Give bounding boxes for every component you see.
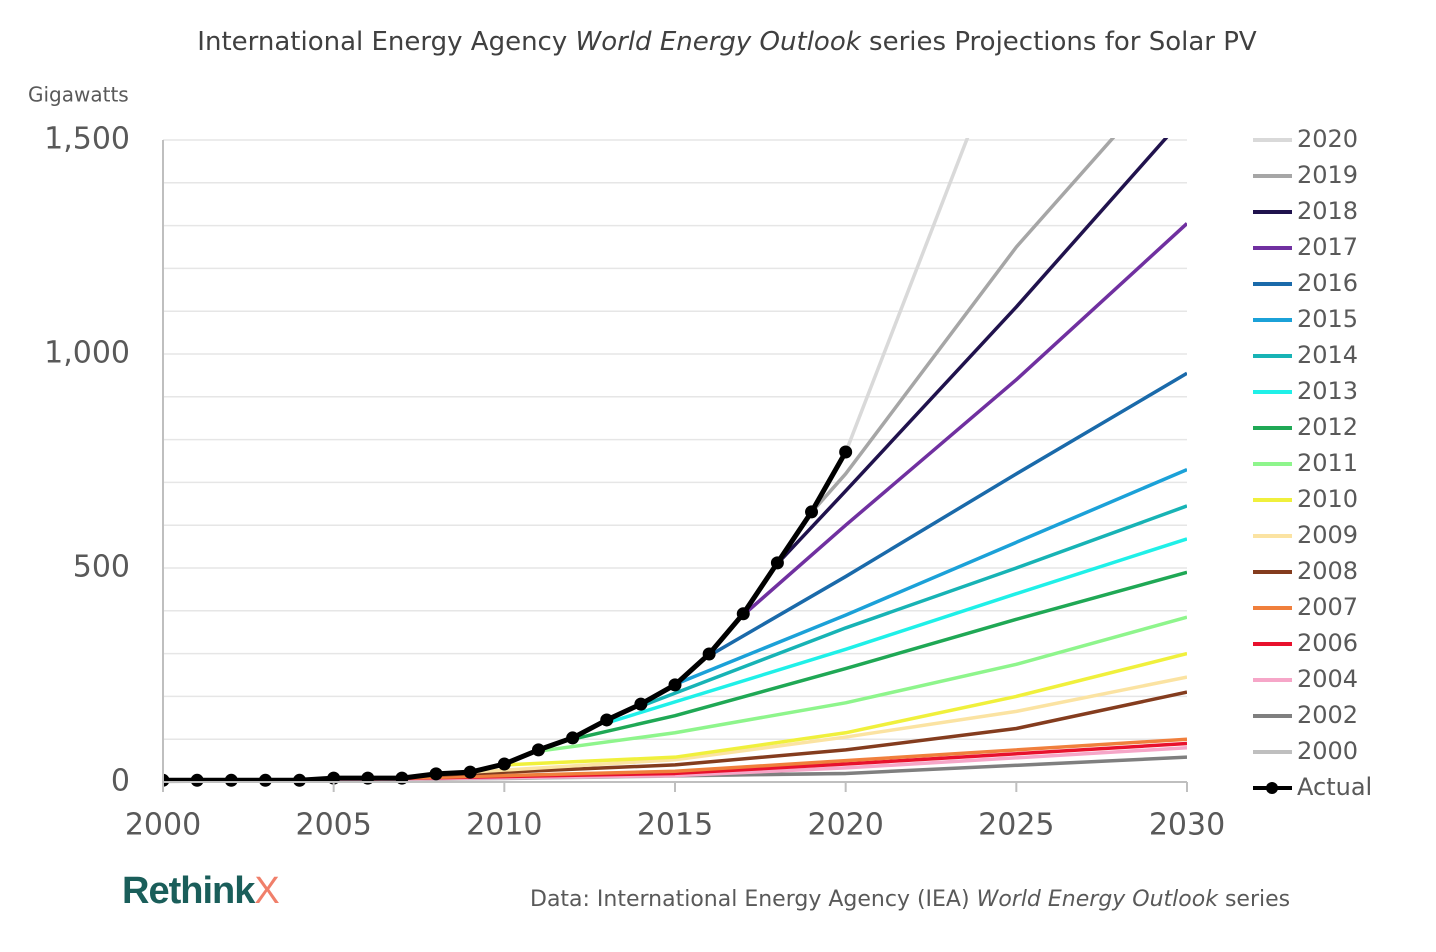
x-tick-label: 2015 xyxy=(637,808,713,843)
legend-label: Actual xyxy=(1297,773,1372,801)
source-part: World Energy Outlook xyxy=(977,887,1220,912)
series-line xyxy=(572,570,1187,741)
series-line xyxy=(810,138,1116,514)
data-point xyxy=(224,773,238,787)
series-line xyxy=(674,467,1187,687)
series-line xyxy=(640,504,1187,708)
legend-label: 2016 xyxy=(1297,269,1358,297)
legend-label: 2011 xyxy=(1297,449,1358,477)
legend-label: 2014 xyxy=(1297,341,1358,369)
data-point xyxy=(531,743,545,757)
y-tick-label: 1,500 xyxy=(44,122,130,157)
legend-label: 2006 xyxy=(1297,629,1358,657)
data-point xyxy=(600,713,614,727)
source-part: series xyxy=(1218,887,1290,912)
y-tick-label: 1,000 xyxy=(44,336,130,371)
legend-label: 2000 xyxy=(1297,737,1358,765)
legend-label: 2019 xyxy=(1297,161,1358,189)
series-line xyxy=(538,615,1187,753)
legend-label: 2007 xyxy=(1297,593,1358,621)
data-point xyxy=(163,773,170,787)
legend-label: 2013 xyxy=(1297,377,1358,405)
data-point xyxy=(566,731,580,745)
legend-label: 2020 xyxy=(1297,125,1358,153)
legend-label: 2002 xyxy=(1297,701,1358,729)
axes: 0 500 1,000 1,500 2000 2005 2010 2015 2020 2025 20… xyxy=(44,122,1372,843)
title-part: International Energy Agency xyxy=(197,27,575,57)
legend-label: 2015 xyxy=(1297,305,1358,333)
data-point xyxy=(429,767,443,781)
series-line xyxy=(776,138,1169,565)
data-point xyxy=(634,697,648,711)
data-point xyxy=(770,556,784,570)
legend-marker xyxy=(1266,782,1278,794)
data-point xyxy=(668,678,682,692)
series-line xyxy=(606,537,1187,725)
legend-label: 2009 xyxy=(1297,521,1358,549)
data-point xyxy=(463,765,477,779)
legend-label: 2018 xyxy=(1297,197,1358,225)
logo-part: Rethink xyxy=(122,870,256,912)
series-line xyxy=(504,651,1187,767)
x-tick-label: 2005 xyxy=(295,808,371,843)
data-point xyxy=(190,773,204,787)
legend-label: 2010 xyxy=(1297,485,1358,513)
series-line xyxy=(708,371,1187,658)
data-point xyxy=(736,607,750,621)
data-point xyxy=(805,505,819,519)
series-line xyxy=(742,222,1187,617)
x-tick-label: 2010 xyxy=(466,808,542,843)
logo-part: X xyxy=(254,870,279,912)
y-axis-label: Gigawatts xyxy=(28,83,129,107)
source-note: Data: International Energy Agency (IEA) … xyxy=(530,887,1290,912)
series-line xyxy=(470,675,1187,774)
legend-label: 2008 xyxy=(1297,557,1358,585)
series-line xyxy=(435,690,1187,777)
data-point xyxy=(293,773,307,787)
y-tick-label: 0 xyxy=(111,764,130,799)
x-tick-label: 2020 xyxy=(807,808,883,843)
data-point xyxy=(258,773,272,787)
x-tick-label: 2000 xyxy=(125,808,201,843)
series-line xyxy=(401,737,1187,780)
legend-label: 2012 xyxy=(1297,413,1358,441)
data-point xyxy=(497,757,511,771)
series-line xyxy=(844,138,970,454)
data-point xyxy=(702,647,716,661)
title-part: World Energy Outlook xyxy=(576,27,862,57)
y-tick-label: 500 xyxy=(73,550,130,585)
data-point xyxy=(839,445,853,459)
source-part: Data: International Energy Agency (IEA) xyxy=(530,887,977,912)
legend-label: 2017 xyxy=(1297,233,1358,261)
logo: RethinkX xyxy=(122,870,279,912)
chart-title: International Energy Agency World Energy… xyxy=(197,27,1257,57)
title-part: series Projections for Solar PV xyxy=(861,27,1257,57)
x-tick-label: 2025 xyxy=(978,808,1054,843)
legend-label: 2004 xyxy=(1297,665,1358,693)
plot-area xyxy=(163,138,1187,787)
x-tick-label: 2030 xyxy=(1149,808,1225,843)
